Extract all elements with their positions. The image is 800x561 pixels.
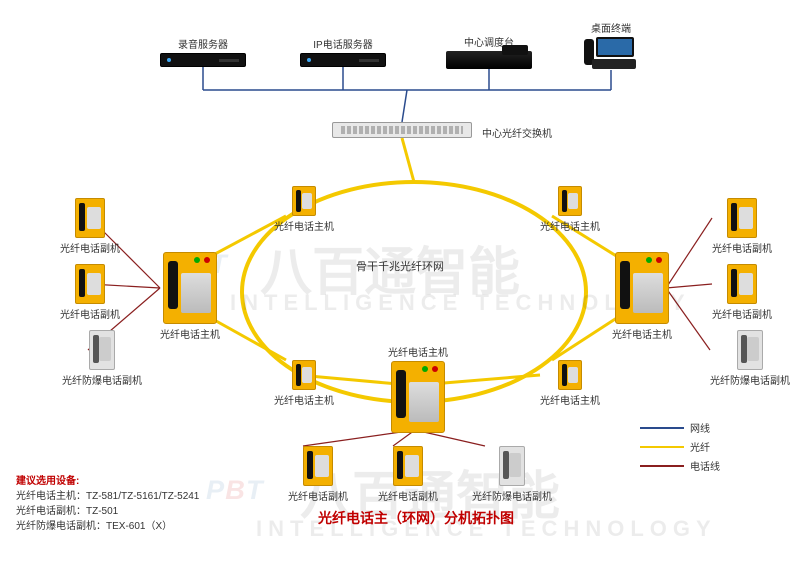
legend-line xyxy=(640,465,684,467)
legend: 网线光纤电话线 xyxy=(640,420,720,473)
watermark-logo: PBT xyxy=(206,466,286,516)
ring-host-label: 光纤电话主机 xyxy=(540,392,600,407)
fiber-phone-host-icon xyxy=(163,252,217,324)
legend-label: 光纤 xyxy=(690,439,710,454)
extension-label: 光纤防爆电话副机 xyxy=(710,372,790,387)
exproof-icon xyxy=(737,330,763,370)
extension-icon xyxy=(727,264,757,304)
fiber-phone-host: 光纤电话主机 xyxy=(160,252,220,341)
fiber-phone-extension: 光纤电话副机 xyxy=(712,198,772,255)
legend-line xyxy=(640,446,684,448)
switch-icon xyxy=(332,122,472,138)
desktop-label: 桌面终端 xyxy=(591,20,631,35)
extension-label: 光纤电话副机 xyxy=(378,488,438,503)
svg-text:T: T xyxy=(246,474,265,505)
extension-label: 光纤电话副机 xyxy=(288,488,348,503)
extension-label: 光纤电话副机 xyxy=(712,306,772,321)
ip-phone-server: IP电话服务器 xyxy=(300,36,386,67)
diagram-stage: 八百通智能八百通智能INTELLIGENCE TECHNOLOGYINTELLI… xyxy=(0,0,800,561)
exproof-icon xyxy=(89,330,115,370)
ring-host-icon xyxy=(292,360,316,390)
extension-label: 光纤防爆电话副机 xyxy=(62,372,142,387)
console-icon xyxy=(446,51,532,69)
center-fiber-switch xyxy=(332,122,472,138)
ring-host-icon xyxy=(558,186,582,216)
ring-host-node: 光纤电话主机 xyxy=(540,186,600,233)
recommended-title: 建议选用设备: xyxy=(16,474,199,489)
diagram-title: 光纤电话主（环网）分机拓扑图 xyxy=(318,508,514,528)
fiber-phone-host: 光纤电话主机 xyxy=(612,252,672,341)
legend-row: 网线 xyxy=(640,420,720,435)
exproof-icon xyxy=(499,446,525,486)
fiber-phone-host-icon xyxy=(615,252,669,324)
explosion-proof-extension: 光纤防爆电话副机 xyxy=(62,330,142,387)
ring-host-node: 光纤电话主机 xyxy=(274,186,334,233)
record-server: 录音服务器 xyxy=(160,36,246,67)
explosion-proof-extension: 光纤防爆电话副机 xyxy=(710,330,790,387)
record-server-label: 录音服务器 xyxy=(178,36,228,51)
fiber-phone-host-icon xyxy=(391,361,445,433)
legend-row: 光纤 xyxy=(640,439,720,454)
extension-icon xyxy=(75,198,105,238)
ring-host-label: 光纤电话主机 xyxy=(540,218,600,233)
fiber-phone-extension: 光纤电话副机 xyxy=(378,446,438,503)
desktop-terminal: 桌面终端 xyxy=(584,20,638,71)
extension-icon xyxy=(303,446,333,486)
ring-host-node: 光纤电话主机 xyxy=(274,360,334,407)
ring-host-icon xyxy=(292,186,316,216)
legend-row: 电话线 xyxy=(640,458,720,473)
ring-host-label: 光纤电话主机 xyxy=(274,392,334,407)
ring-host-node: 光纤电话主机 xyxy=(540,360,600,407)
ring-host-label: 光纤电话主机 xyxy=(274,218,334,233)
explosion-proof-extension: 光纤防爆电话副机 xyxy=(472,446,552,503)
legend-label: 网线 xyxy=(690,420,710,435)
extension-label: 光纤电话副机 xyxy=(60,306,120,321)
fiber-phone-extension: 光纤电话副机 xyxy=(60,198,120,255)
fiber-phone-extension: 光纤电话副机 xyxy=(712,264,772,321)
recommended-line: 光纤电话副机：TZ-501 xyxy=(16,504,199,519)
extension-label: 光纤电话副机 xyxy=(712,240,772,255)
fiber-phone-host-label: 光纤电话主机 xyxy=(388,344,448,359)
ip-server-label: IP电话服务器 xyxy=(313,36,372,51)
fiber-phone-extension: 光纤电话副机 xyxy=(288,446,348,503)
legend-label: 电话线 xyxy=(690,458,720,473)
fiber-phone-host-label: 光纤电话主机 xyxy=(160,326,220,341)
extension-icon xyxy=(393,446,423,486)
svg-text:B: B xyxy=(225,474,245,505)
recommended-equipment: 建议选用设备:光纤电话主机：TZ-581/TZ-5161/TZ-5241光纤电话… xyxy=(16,474,199,534)
fiber-phone-extension: 光纤电话副机 xyxy=(60,264,120,321)
fiber-phone-host-label: 光纤电话主机 xyxy=(612,326,672,341)
fiber-phone-host: 光纤电话主机 xyxy=(388,344,448,433)
extension-label: 光纤防爆电话副机 xyxy=(472,488,552,503)
ring-center-label: 骨干千兆光纤环网 xyxy=(356,258,444,274)
switch-label: 中心光纤交换机 xyxy=(482,125,552,140)
ring-host-icon xyxy=(558,360,582,390)
deskphone-icon xyxy=(584,37,638,71)
recommended-line: 光纤防爆电话副机：TEX-601（X） xyxy=(16,519,199,534)
recommended-line: 光纤电话主机：TZ-581/TZ-5161/TZ-5241 xyxy=(16,489,199,504)
extension-label: 光纤电话副机 xyxy=(60,240,120,255)
center-console: 中心调度台 xyxy=(446,34,532,69)
legend-line xyxy=(640,427,684,429)
extension-icon xyxy=(75,264,105,304)
rack-icon xyxy=(300,53,386,67)
rack-icon xyxy=(160,53,246,67)
svg-text:P: P xyxy=(206,474,225,505)
extension-icon xyxy=(727,198,757,238)
